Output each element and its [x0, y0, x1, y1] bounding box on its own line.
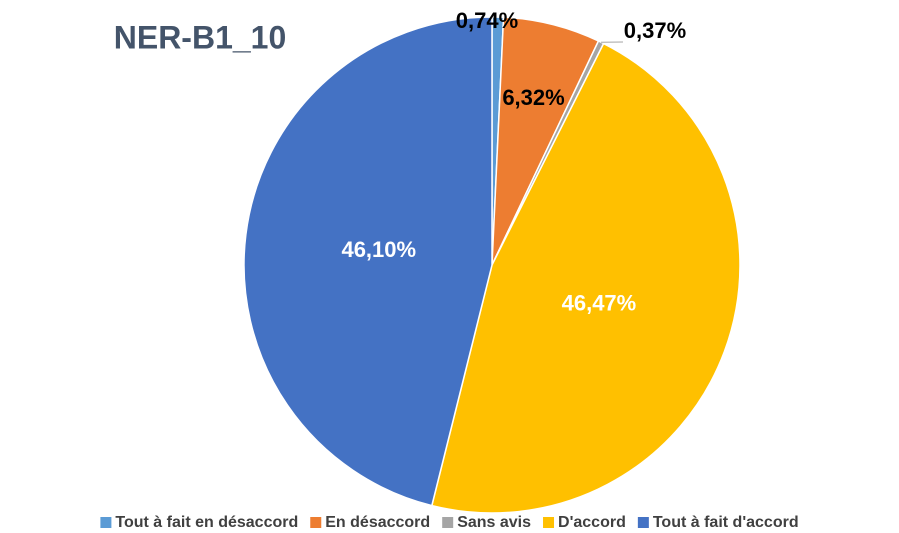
- data-label: 0,74%: [456, 8, 518, 33]
- legend-swatch: [637, 517, 649, 528]
- data-label: 46,10%: [341, 237, 416, 262]
- data-label: 6,32%: [502, 85, 564, 110]
- pie-slice: [243, 16, 493, 507]
- data-label: 0,37%: [624, 18, 686, 43]
- legend-label: Sans avis: [457, 514, 531, 531]
- pie-slice: [430, 42, 741, 514]
- legend-swatch: [310, 517, 322, 528]
- legend-label: D'accord: [558, 514, 626, 531]
- legend-swatch: [100, 517, 112, 528]
- legend-label: En désaccord: [325, 514, 430, 531]
- legend-label: Tout à fait en désaccord: [115, 514, 298, 531]
- legend-swatch: [543, 517, 555, 528]
- legend-label: Tout à fait d'accord: [653, 514, 799, 531]
- chart-title: NER-B1_10: [114, 19, 287, 55]
- legend-swatch: [442, 517, 454, 528]
- data-label: 46,47%: [562, 291, 637, 316]
